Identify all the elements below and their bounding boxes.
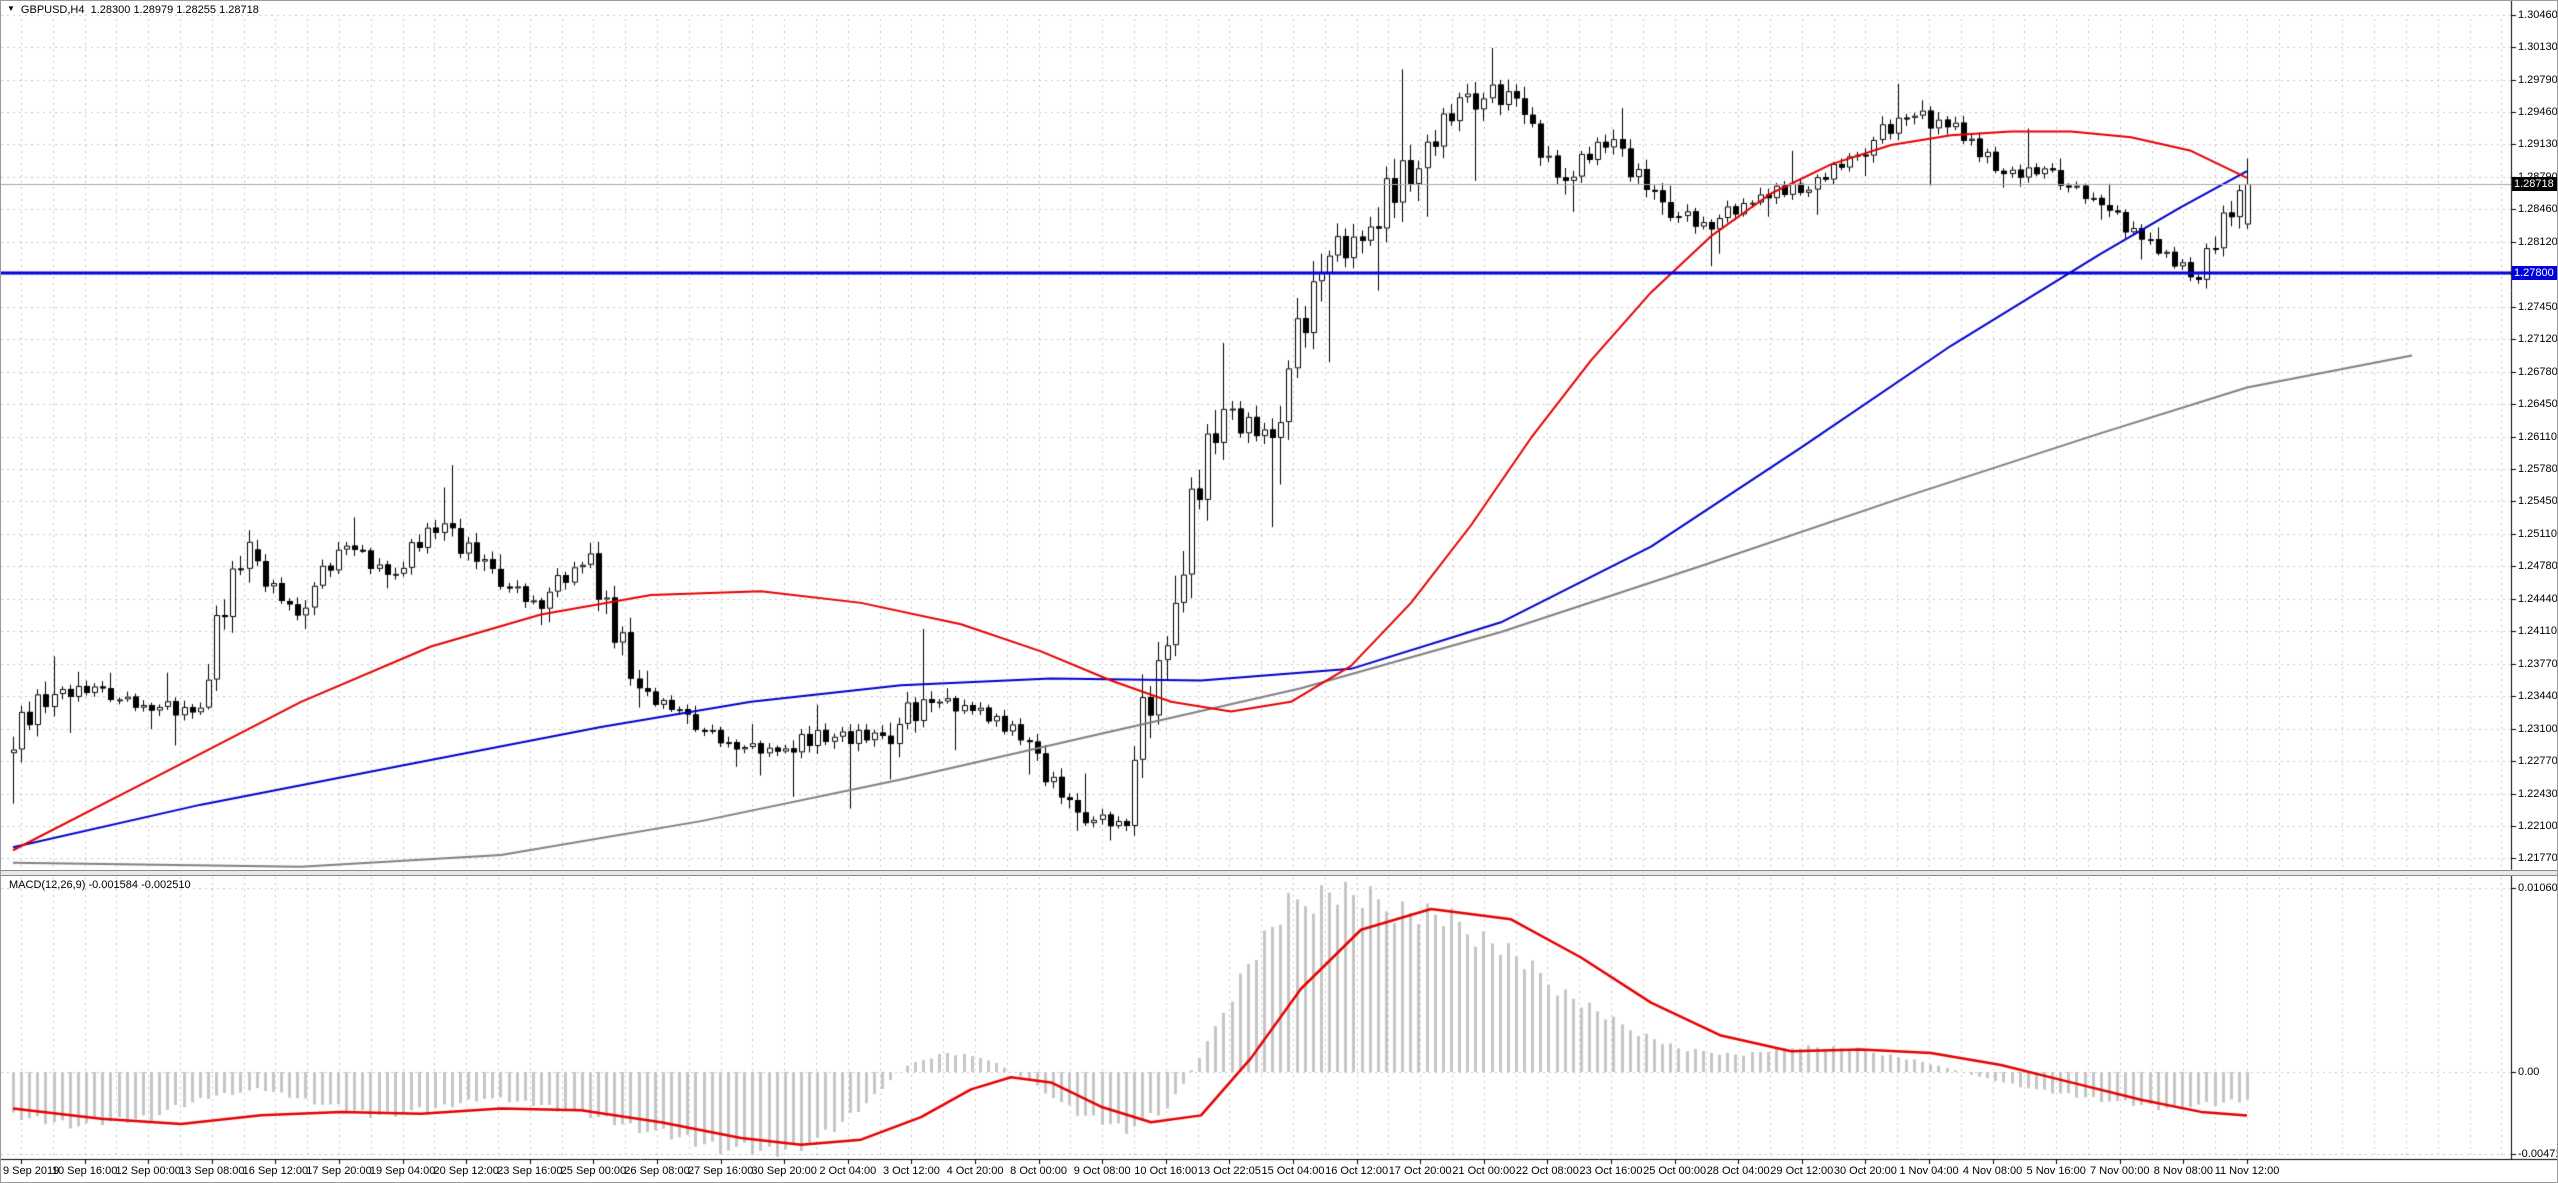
price-axis-label: 1.25110 bbox=[2518, 527, 2557, 540]
time-axis-label: 2 Oct 04:00 bbox=[819, 1165, 877, 1177]
price-axis-label: 1.28120 bbox=[2518, 235, 2558, 248]
time-axis-label: 5 Nov 16:00 bbox=[2026, 1165, 2086, 1177]
time-axis-label: 28 Oct 04:00 bbox=[1706, 1165, 1770, 1177]
price-axis-label: 1.23770 bbox=[2518, 657, 2558, 670]
time-axis-label: 19 Sep 04:00 bbox=[369, 1165, 436, 1177]
macd-axis-label: 0.010607 bbox=[2518, 882, 2558, 894]
chart-title: ▼ GBPUSD,H4 1.28300 1.28979 1.28255 1.287… bbox=[7, 4, 259, 16]
price-axis-label: 1.28460 bbox=[2518, 203, 2558, 216]
time-axis-label: 10 Oct 16:00 bbox=[1134, 1165, 1198, 1177]
price-axis-label: 1.22430 bbox=[2518, 787, 2558, 800]
time-axis-label: 9 Oct 08:00 bbox=[1073, 1165, 1131, 1177]
symbol-period-label: GBPUSD,H4 bbox=[20, 4, 85, 16]
price-axis-label: 1.29130 bbox=[2518, 138, 2558, 151]
time-axis-label: 15 Oct 04:00 bbox=[1261, 1165, 1325, 1177]
time-axis-label: 12 Sep 00:00 bbox=[115, 1165, 181, 1177]
time-axis-label: 20 Sep 12:00 bbox=[433, 1165, 499, 1177]
time-axis-label: 9 Sep 2019 bbox=[3, 1165, 60, 1177]
time-axis-label: 7 Nov 00:00 bbox=[2090, 1165, 2150, 1177]
price-axis-label: 1.23440 bbox=[2518, 689, 2558, 702]
price-axis-label: 1.24780 bbox=[2518, 560, 2558, 572]
time-axis-label: 17 Oct 20:00 bbox=[1388, 1165, 1452, 1177]
price-axis-label: 1.22100 bbox=[2518, 819, 2558, 832]
price-axis-label: 1.23100 bbox=[2518, 722, 2558, 735]
price-axis-label: 1.26110 bbox=[2518, 430, 2557, 443]
time-axis-label: 26 Sep 08:00 bbox=[624, 1165, 690, 1177]
price-axis-label: 1.30460 bbox=[2518, 9, 2558, 21]
price-axis-label: 1.22770 bbox=[2518, 754, 2558, 767]
price-axis-label: 1.29790 bbox=[2518, 73, 2558, 86]
price-axis-label: 1.24440 bbox=[2518, 592, 2558, 605]
time-axis-label: 4 Nov 08:00 bbox=[1962, 1165, 2023, 1177]
ohlc-values: 1.28300 1.28979 1.28255 1.28718 bbox=[90, 4, 259, 16]
time-axis-label: 30 Oct 20:00 bbox=[1833, 1165, 1897, 1177]
price-axis-label: 1.27120 bbox=[2518, 333, 2558, 345]
time-axis-label: 23 Oct 16:00 bbox=[1579, 1165, 1643, 1177]
time-axis-label: 16 Oct 12:00 bbox=[1325, 1165, 1389, 1177]
time-axis-label: 8 Nov 08:00 bbox=[2153, 1165, 2214, 1177]
time-axis-label: 22 Oct 08:00 bbox=[1515, 1165, 1579, 1177]
time-axis-label: 17 Sep 20:00 bbox=[306, 1165, 372, 1177]
price-axis-label: 1.27450 bbox=[2518, 300, 2558, 313]
time-axis-label: 1 Nov 04:00 bbox=[1899, 1165, 1959, 1177]
time-axis-label: 30 Sep 20:00 bbox=[751, 1165, 817, 1177]
time-axis-label: 3 Oct 12:00 bbox=[882, 1165, 940, 1177]
price-axis-label: 1.29460 bbox=[2518, 106, 2558, 118]
price-axis-label: 1.25450 bbox=[2518, 495, 2558, 507]
time-axis-label: 8 Oct 00:00 bbox=[1010, 1165, 1068, 1177]
time-axis-label: 4 Oct 20:00 bbox=[946, 1165, 1004, 1177]
time-axis-label: 23 Sep 16:00 bbox=[497, 1165, 563, 1177]
time-axis-label: 13 Oct 22:05 bbox=[1197, 1165, 1261, 1177]
macd-indicator-label: MACD(12,26,9) -0.001584 -0.002510 bbox=[9, 879, 191, 891]
price-axis-label: 1.26450 bbox=[2518, 398, 2558, 410]
price-axis-label: 1.21770 bbox=[2518, 852, 2558, 864]
time-axis-label: 29 Oct 12:00 bbox=[1770, 1165, 1834, 1177]
time-axis-label: 10 Sep 16:00 bbox=[51, 1165, 118, 1177]
symbol-dropdown-icon[interactable]: ▼ bbox=[7, 4, 15, 13]
time-axis-label: 16 Sep 12:00 bbox=[242, 1165, 309, 1177]
time-axis-label: 11 Nov 12:00 bbox=[2214, 1165, 2280, 1177]
current-price-badge: 1.28718 bbox=[2512, 176, 2557, 191]
panel-splitter[interactable] bbox=[1, 870, 2557, 876]
hline-price-badge: 1.27800 bbox=[2512, 266, 2557, 281]
price-axis-label: 1.25780 bbox=[2518, 462, 2558, 475]
price-axis-label: 1.24110 bbox=[2518, 625, 2557, 637]
price-axis-label: 1.26780 bbox=[2518, 365, 2558, 378]
macd-axis-label: 0.00 bbox=[2518, 1066, 2540, 1078]
macd-axis-label: -0.004711 bbox=[2518, 1147, 2557, 1160]
time-axis-label: 27 Sep 16:00 bbox=[687, 1165, 754, 1177]
time-axis-label: 13 Sep 08:00 bbox=[179, 1165, 245, 1177]
time-axis-label: 25 Oct 00:00 bbox=[1643, 1165, 1707, 1177]
time-axis-label: 21 Oct 00:00 bbox=[1452, 1165, 1516, 1177]
price-axis-label: 1.30130 bbox=[2518, 41, 2558, 53]
time-axis-label: 25 Sep 00:00 bbox=[560, 1165, 627, 1177]
